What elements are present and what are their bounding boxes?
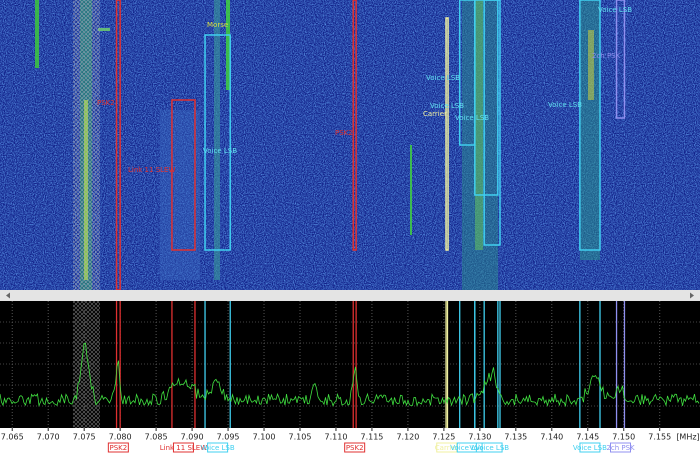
tick-label: 7.120 — [396, 433, 419, 442]
scroll-left[interactable] — [6, 292, 10, 299]
waterfall-label: PSK2 — [335, 129, 353, 137]
waterfall-label: Voice LSB — [430, 102, 464, 110]
marker-box — [579, 0, 601, 251]
marker-tag — [107, 442, 129, 453]
marker-box — [171, 99, 196, 251]
marker-tag-label: 2ch PSK — [606, 444, 635, 452]
tick-label: 7.125 — [432, 433, 455, 442]
waterfall-label: Voice LSB — [598, 6, 632, 14]
marker-tag-label: Voice LSB — [450, 444, 484, 452]
axis-unit: [MHz] — [676, 433, 699, 442]
tick-label: 7.130 — [468, 433, 491, 442]
tick-label: 7.095 — [217, 433, 240, 442]
waterfall-label: Voice LSB — [203, 147, 237, 155]
tick-label: 7.105 — [289, 433, 312, 442]
waterfall-label: Voice LSB — [455, 114, 489, 122]
tick-label: 7.080 — [109, 433, 132, 442]
waterfall-label: Link 11 SLEW — [128, 166, 175, 174]
tick-label: 7.135 — [504, 433, 527, 442]
hatched-region — [73, 301, 100, 428]
waterfall-label: Voice LSB — [426, 74, 460, 82]
marker-tag-label: PSK2 — [346, 444, 364, 452]
marker-tag — [436, 442, 458, 453]
tick-label: 7.075 — [73, 433, 96, 442]
tick-label: 7.140 — [540, 433, 563, 442]
tick-label: 7.100 — [253, 433, 276, 442]
marker-tag-label: PSK2 — [109, 444, 127, 452]
marker-tag — [579, 442, 601, 453]
tick-label: 7.065 — [1, 433, 24, 442]
marker-box — [615, 0, 626, 119]
marker-box — [445, 17, 449, 251]
tick-label: 7.110 — [325, 433, 348, 442]
marker-tag-label: Voice LSB — [201, 444, 235, 452]
tick-label: 7.115 — [360, 433, 383, 442]
marker-tag-label: Voice LSB — [573, 444, 607, 452]
marker-box — [204, 34, 231, 251]
scroll-right[interactable] — [690, 292, 694, 299]
spectrum-trace — [0, 342, 700, 408]
marker-tag-label: Carrier — [435, 444, 459, 452]
marker-box — [352, 0, 357, 251]
waterfall-label: Voice LSB — [548, 101, 582, 109]
tick-label: 7.145 — [576, 433, 599, 442]
marker-tag — [610, 442, 632, 453]
tick-label: 7.090 — [181, 433, 204, 442]
tick-label: 7.070 — [37, 433, 60, 442]
tick-label: 7.155 — [648, 433, 671, 442]
marker-tag — [344, 442, 366, 453]
tick-label: 7.085 — [145, 433, 168, 442]
marker-box — [483, 0, 501, 246]
scrollbar[interactable] — [0, 290, 700, 301]
waterfall-label: Morse — [207, 21, 228, 29]
marker-tag-label: Link 11 SLEW — [160, 444, 207, 452]
marker-box — [474, 0, 499, 196]
tick-label: 7.150 — [612, 433, 635, 442]
marker-tag-label: Voice LSB — [475, 444, 509, 452]
marker-tag — [172, 442, 194, 453]
waterfall-label: 2ch PSK — [592, 52, 621, 60]
waterfall-label: Carrier — [423, 110, 447, 118]
marker-tag — [207, 442, 229, 453]
waterfall-label: PSK2 — [97, 99, 115, 107]
marker-tag — [481, 442, 503, 453]
